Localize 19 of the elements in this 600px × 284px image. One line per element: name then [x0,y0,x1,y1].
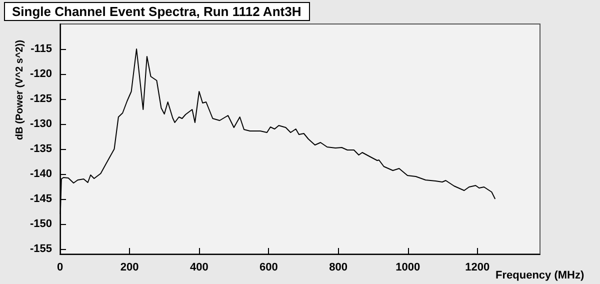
y-tick-label: -130 [30,118,52,130]
x-tick-label: 200 [120,262,139,274]
x-tick-label: 800 [329,262,348,274]
y-axis-title: dB (Power (V^2 s^2)) [14,40,26,140]
x-axis-title: Frequency (MHz) [496,270,584,282]
chart-title: Single Channel Event Spectra, Run 1112 Ant3H [12,4,302,19]
y-tick-label: -115 [30,43,52,55]
x-tick-label: 400 [190,262,208,274]
y-tick-label: -140 [30,168,52,180]
y-tick-label: -150 [30,218,52,230]
y-tick-label: -120 [30,68,52,80]
x-tick-label: 1000 [396,262,420,274]
y-tick-label: -155 [30,243,52,255]
y-tick-label: -135 [30,143,52,155]
y-tick-label: -145 [30,193,52,205]
x-tick-label: 0 [56,262,64,274]
x-tick-label: 600 [260,262,278,274]
y-tick-label: -125 [30,93,52,105]
x-tick-label: 1200 [465,262,490,274]
